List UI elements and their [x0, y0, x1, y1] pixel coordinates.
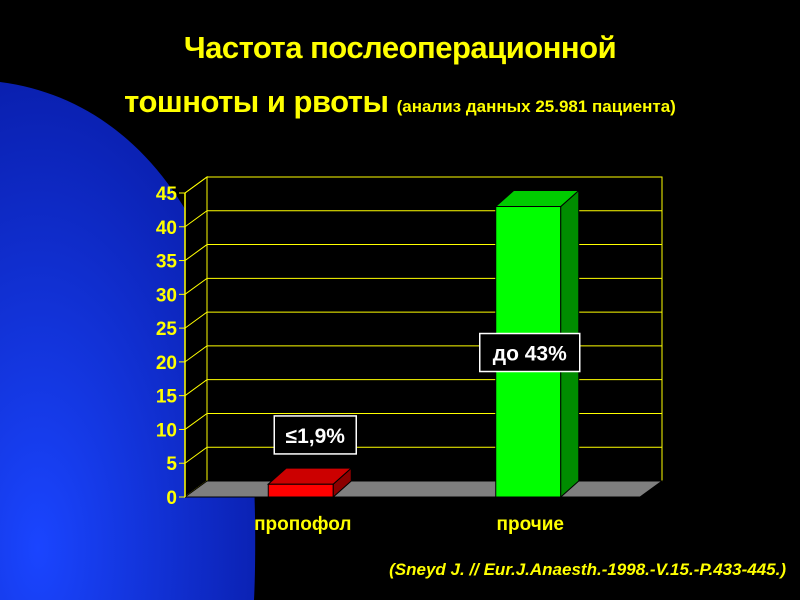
data-label-box: [479, 332, 581, 373]
x-tick-label: прочие: [497, 514, 565, 535]
data-label: до 43%: [479, 332, 581, 373]
x-tick-label: пропофол: [254, 514, 351, 535]
y-tick-label: 45: [156, 184, 178, 205]
bar-top: [494, 190, 581, 208]
y-tick-label: 35: [156, 252, 178, 273]
y-tick-label: 10: [156, 420, 177, 441]
y-tick-label: 0: [166, 488, 177, 509]
data-label-box: [273, 415, 357, 455]
y-tick-label: 5: [166, 454, 177, 475]
slide-subtitle: тошноты и рвоты (анализ данных 25.981 па…: [0, 84, 800, 120]
bar: [266, 467, 353, 499]
y-tick-label: 20: [156, 353, 177, 374]
chart-walls: [184, 176, 663, 498]
y-tick-label: 15: [156, 387, 178, 408]
data-label: ≤1,9%: [273, 415, 357, 455]
y-tick-label: 25: [156, 319, 178, 340]
slide-subtitle-main: тошноты и рвоты: [124, 84, 389, 119]
slide-subtitle-note: (анализ данных 25.981 пациента): [396, 97, 676, 116]
y-axis: 0 5 10 15 20 25 30 35 40 45: [156, 184, 186, 509]
bar-front: [267, 483, 334, 498]
y-tick-label: 40: [156, 218, 177, 239]
gridline: [184, 176, 662, 194]
y-tick-label: 30: [156, 285, 177, 306]
data-label-text: до 43%: [493, 343, 567, 366]
bar-top: [266, 467, 353, 485]
chart-side-wall: [184, 176, 208, 498]
slide-title: Частота послеоперационной: [183, 30, 617, 65]
data-label-text: ≤1,9%: [286, 425, 346, 448]
x-axis-labels: пропофол прочие: [254, 514, 564, 535]
chart-floor-plane: [183, 480, 664, 498]
citation: (Sneyd J. // Eur.J.Anaesth.-1998.-V.15.-…: [389, 560, 786, 579]
data-labels: ≤1,9% до 43%: [273, 332, 581, 455]
chart-floor: [183, 480, 664, 498]
